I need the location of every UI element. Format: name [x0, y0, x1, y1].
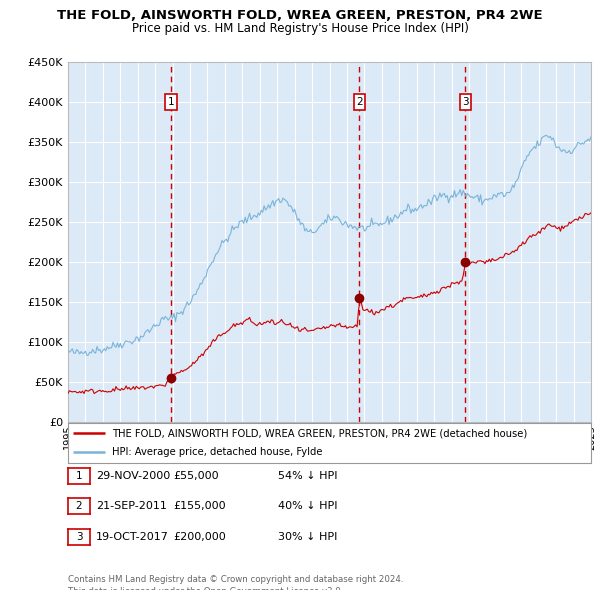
Text: 1: 1	[76, 471, 82, 481]
Text: £200,000: £200,000	[173, 532, 226, 542]
Text: £155,000: £155,000	[173, 501, 226, 511]
Text: 30% ↓ HPI: 30% ↓ HPI	[278, 532, 337, 542]
Text: 29-NOV-2000: 29-NOV-2000	[96, 471, 170, 481]
Text: 2: 2	[76, 501, 82, 511]
Text: Price paid vs. HM Land Registry's House Price Index (HPI): Price paid vs. HM Land Registry's House …	[131, 22, 469, 35]
Text: 3: 3	[462, 97, 469, 107]
Text: £55,000: £55,000	[173, 471, 218, 481]
Text: THE FOLD, AINSWORTH FOLD, WREA GREEN, PRESTON, PR4 2WE: THE FOLD, AINSWORTH FOLD, WREA GREEN, PR…	[57, 9, 543, 22]
Text: THE FOLD, AINSWORTH FOLD, WREA GREEN, PRESTON, PR4 2WE (detached house): THE FOLD, AINSWORTH FOLD, WREA GREEN, PR…	[112, 428, 528, 438]
Text: 1: 1	[168, 97, 175, 107]
Text: 54% ↓ HPI: 54% ↓ HPI	[278, 471, 337, 481]
Text: HPI: Average price, detached house, Fylde: HPI: Average price, detached house, Fyld…	[112, 447, 323, 457]
Text: Contains HM Land Registry data © Crown copyright and database right 2024.
This d: Contains HM Land Registry data © Crown c…	[68, 575, 404, 590]
Text: 40% ↓ HPI: 40% ↓ HPI	[278, 501, 337, 511]
Text: 21-SEP-2011: 21-SEP-2011	[96, 501, 167, 511]
Text: 19-OCT-2017: 19-OCT-2017	[96, 532, 169, 542]
Text: 2: 2	[356, 97, 363, 107]
Text: 3: 3	[76, 532, 82, 542]
